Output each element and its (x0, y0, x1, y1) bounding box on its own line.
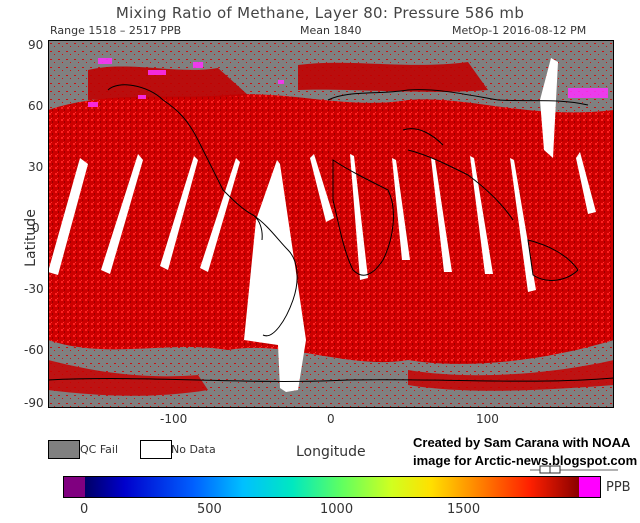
qc-fail-swatch (48, 440, 80, 459)
satellite-date-label: MetOp-1 2016-08-12 PM (452, 24, 587, 37)
colorbar (63, 476, 601, 498)
methane-north-patches (88, 62, 488, 100)
colorbar-tick-0: 0 (80, 502, 89, 517)
y-tick-neg60: -60 (24, 343, 44, 357)
methane-field-main (48, 94, 614, 364)
no-data-swaths (48, 58, 596, 392)
colorbar-tick-1500: 1500 (447, 502, 481, 517)
x-axis-label: Longitude (296, 444, 366, 460)
methane-map (48, 40, 614, 408)
range-label: Range 1518 – 2517 PPB (50, 24, 182, 37)
colorbar-tick-1000: 1000 (320, 502, 354, 517)
qc-fail-label: QC Fail (80, 443, 119, 456)
magenta-patches (88, 58, 608, 107)
map-title: Mixing Ratio of Methane, Layer 80: Press… (115, 4, 525, 22)
coastlines (48, 84, 614, 382)
mean-label: Mean 1840 (300, 24, 362, 37)
colorbar-frame (63, 476, 601, 498)
colorbar-low-cap (63, 476, 85, 498)
colorbar-unit: PPB (606, 480, 631, 495)
colorbar-gradient (85, 476, 579, 498)
map-frame (48, 40, 614, 408)
y-tick-neg30: -30 (24, 282, 44, 296)
x-tick-100: 100 (476, 412, 499, 426)
y-tick-30: 30 (28, 160, 44, 174)
no-data-label: No Data (171, 443, 216, 456)
y-tick-60: 60 (28, 99, 44, 113)
colorbar-tick-500: 500 (197, 502, 222, 517)
methane-south-patches (48, 360, 614, 396)
y-tick-0: 0 (32, 221, 40, 235)
scale-bar (530, 465, 618, 474)
colorbar-high-cap (579, 476, 601, 498)
y-tick-90: 90 (28, 38, 44, 52)
credit-line-1: Created by Sam Carana with NOAA (413, 435, 631, 450)
y-tick-neg90: -90 (24, 396, 44, 410)
x-tick-neg100: -100 (160, 412, 188, 426)
no-data-swatch (140, 440, 172, 459)
y-axis-label: Latitude (22, 209, 39, 267)
credit-line-2: image for Arctic-news.blogspot.com (413, 453, 638, 468)
x-tick-0: 0 (327, 412, 335, 426)
